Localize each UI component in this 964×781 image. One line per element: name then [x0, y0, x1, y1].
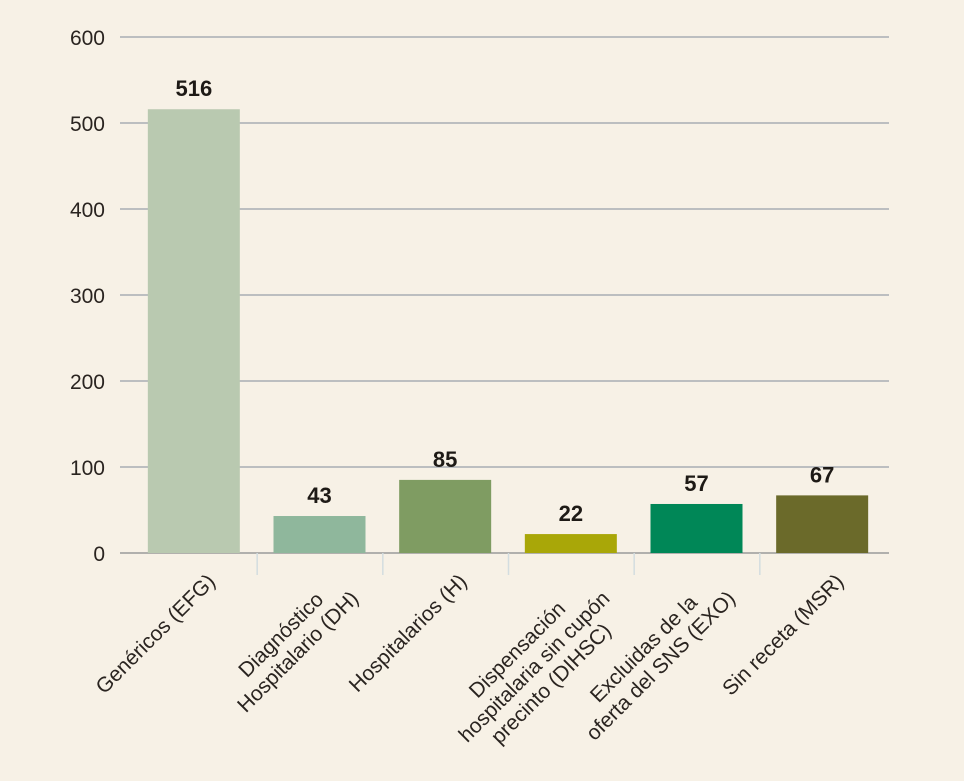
bar-3 [524, 534, 617, 553]
data-label: 22 [559, 501, 583, 526]
bar-1 [273, 516, 366, 553]
bar-4 [650, 503, 743, 553]
y-tick-label: 200 [70, 371, 105, 394]
data-label: 57 [684, 471, 708, 496]
bar-0 [147, 109, 240, 554]
data-label: 85 [433, 447, 457, 472]
data-label: 516 [175, 76, 212, 101]
y-tick-label: 100 [70, 457, 105, 480]
y-tick-label: 0 [93, 543, 105, 566]
y-tick-label: 300 [70, 285, 105, 308]
data-label: 67 [810, 462, 834, 487]
bar-5 [776, 495, 869, 553]
data-label: 43 [307, 483, 331, 508]
y-tick-label: 600 [70, 27, 105, 50]
y-tick-label: 500 [70, 113, 105, 136]
bar-2 [399, 479, 492, 553]
y-tick-label: 400 [70, 199, 105, 222]
